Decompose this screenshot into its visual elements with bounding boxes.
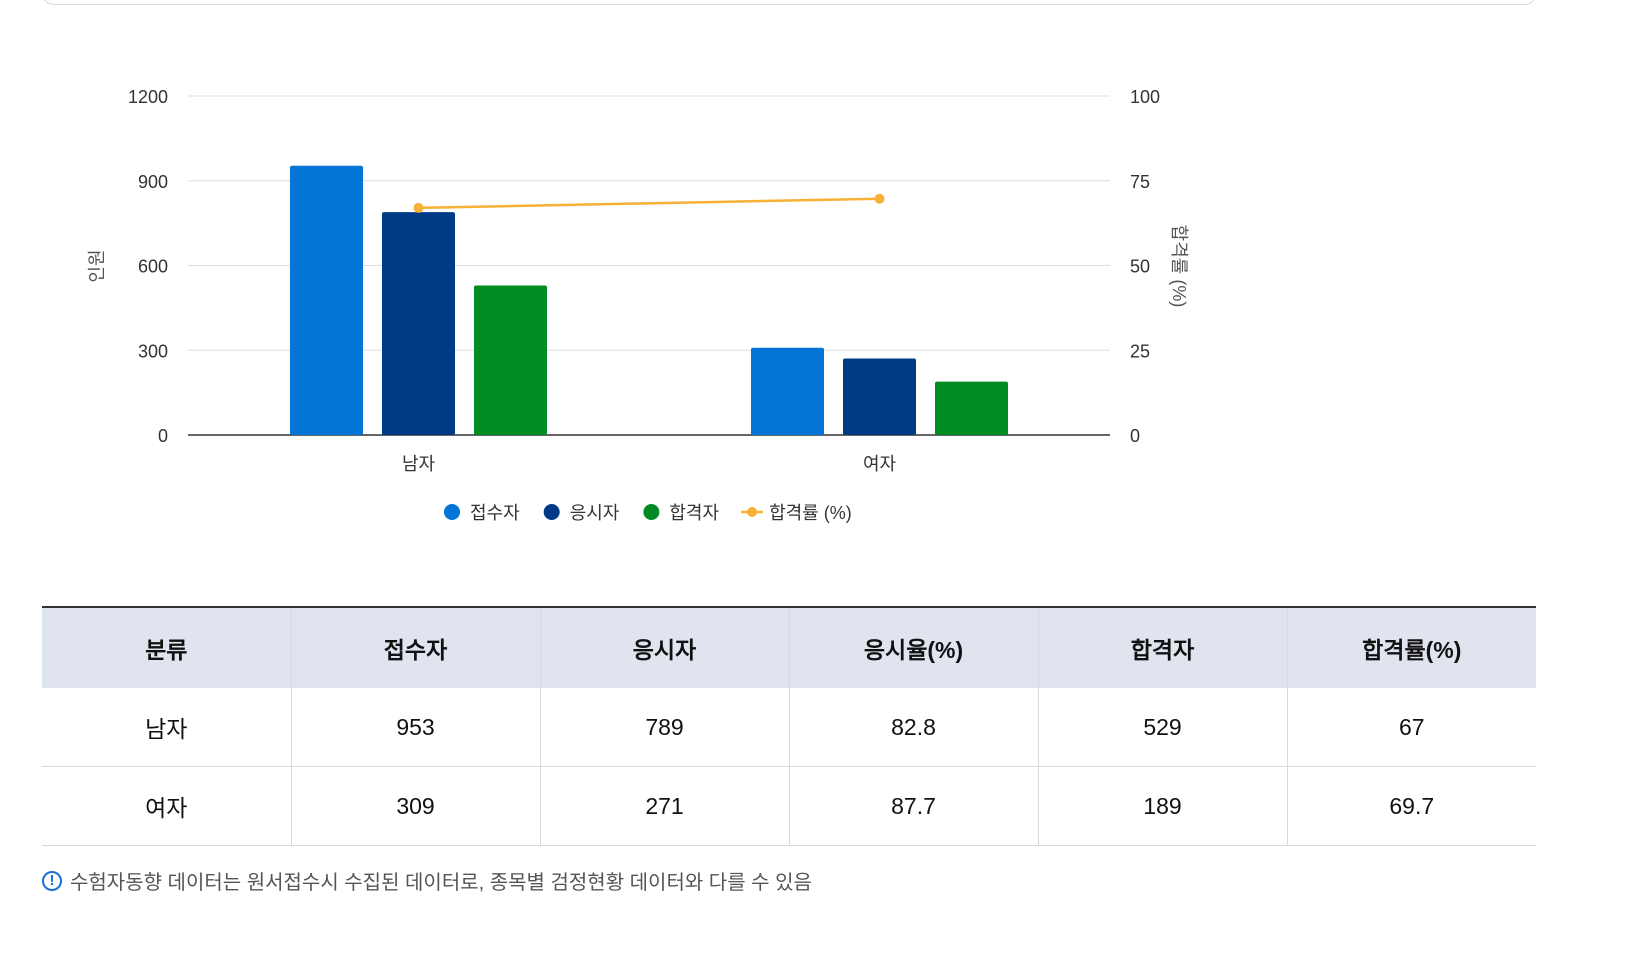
bar [474,285,547,435]
y2-tick-label: 100 [1130,87,1160,107]
bar [935,381,1008,435]
table-cell: 82.8 [789,688,1039,767]
table-cell: 789 [540,688,790,767]
line-point [874,193,885,204]
y-tick-label: 600 [138,257,168,277]
table-cell: 189 [1038,766,1288,846]
bar [382,212,455,435]
header-exam-rate: 응시율(%) [789,607,1039,688]
data-note: ! 수험자동향 데이터는 원서접수시 수집된 데이터로, 종목별 검정현황 데이… [42,866,812,895]
table-cell: 87.7 [789,766,1039,846]
bar [843,358,916,435]
header-category: 분류 [42,607,292,688]
header-examinees: 응시자 [540,607,790,688]
y-tick-label: 1200 [128,87,168,107]
x-tick-label: 여자 [863,454,897,474]
legend-marker [747,507,758,517]
table-cell: 여자 [42,766,292,846]
y2-tick-label: 25 [1130,341,1150,361]
y-axis-title: 인원 [87,249,107,282]
table-cell: 남자 [42,688,292,767]
table-row: 여자 309 271 87.7 189 69.7 [42,766,1536,846]
header-pass-rate: 합격률(%) [1287,607,1536,688]
y2-axis-title: 합격률 (%) [1169,225,1189,308]
table-row: 남자 953 789 82.8 529 67 [42,688,1536,767]
table-cell: 529 [1038,688,1288,767]
legend-label: 합격자 [669,503,719,523]
legend-marker [543,504,560,520]
y2-tick-label: 0 [1130,426,1140,446]
y2-tick-label: 75 [1130,172,1150,192]
legend-label: 응시자 [570,503,620,523]
note-text: 수험자동향 데이터는 원서접수시 수집된 데이터로, 종목별 검정현황 데이터와… [70,872,812,894]
table-cell: 67 [1287,688,1536,767]
results-table: 분류 접수자 응시자 응시율(%) 합격자 합격률(%) 남자 953 789 … [42,606,1536,846]
table-header-row: 분류 접수자 응시자 응시율(%) 합격자 합격률(%) [42,607,1536,688]
table-cell: 953 [291,688,541,767]
table-cell: 271 [540,766,790,846]
header-applicants: 접수자 [291,607,541,688]
x-tick-label: 남자 [402,454,436,474]
line-point [413,202,424,213]
legend-marker [444,504,460,520]
bar [751,347,824,435]
legend-label: 접수자 [470,503,520,523]
y-tick-label: 300 [138,341,168,361]
legend-label: 합격률 (%) [769,503,852,523]
y2-tick-label: 50 [1130,257,1150,277]
header-passers: 합격자 [1038,607,1288,688]
legend-marker [643,504,660,520]
y-tick-label: 900 [138,172,168,192]
line-series [418,197,880,210]
table-cell: 309 [291,766,541,846]
bar [290,165,363,435]
table-cell: 69.7 [1287,766,1536,846]
info-icon: ! [42,870,62,891]
y-tick-label: 0 [158,426,168,446]
